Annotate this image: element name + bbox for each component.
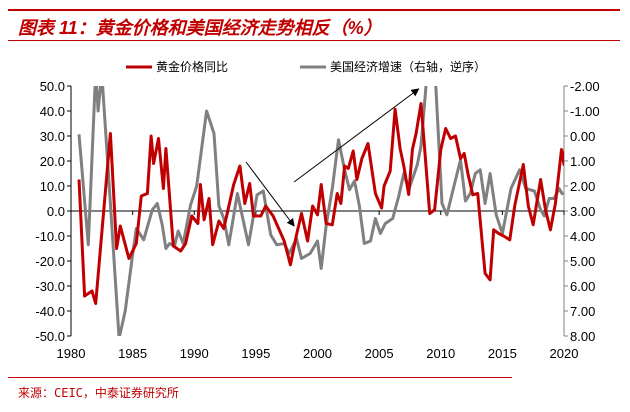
right-axis-tick-label: 1.00 <box>570 154 595 169</box>
x-axis-tick-label: 2020 <box>550 346 579 361</box>
legend-label: 黄金价格同比 <box>156 59 228 74</box>
left-axis-tick-label: 40.0 <box>40 104 65 119</box>
right-axis-tick-label: 0.00 <box>570 129 595 144</box>
right-axis-tick-label: 5.00 <box>570 254 595 269</box>
left-axis-tick-label: -50.0 <box>35 329 65 344</box>
top-rule <box>8 9 620 11</box>
bottom-rule <box>8 377 512 378</box>
right-axis-tick-label: 4.00 <box>570 229 595 244</box>
title-rule <box>8 40 620 41</box>
x-axis-tick-label: 2010 <box>426 346 455 361</box>
trend-arrow <box>245 161 295 227</box>
left-axis-tick-label: -10.0 <box>35 229 65 244</box>
x-axis-tick-label: 1980 <box>57 346 86 361</box>
x-axis-tick-label: 1985 <box>118 346 147 361</box>
right-axis-tick-label: 3.00 <box>570 204 595 219</box>
x-axis-tick-label: 2000 <box>303 346 332 361</box>
x-axis-tick-label: 2015 <box>488 346 517 361</box>
right-axis-tick-label: -2.00 <box>570 79 600 94</box>
left-axis-tick-label: 50.0 <box>40 79 65 94</box>
x-axis-tick-label: 1995 <box>241 346 270 361</box>
source-note: 来源：CEIC，中泰证券研究所 <box>18 386 179 400</box>
left-axis-tick-label: 30.0 <box>40 129 65 144</box>
right-axis-tick-label: 2.00 <box>570 179 595 194</box>
left-axis-tick-label: -40.0 <box>35 304 65 319</box>
left-axis-tick-label: 0.0 <box>47 204 65 219</box>
right-axis-tick-label: -1.00 <box>570 104 600 119</box>
chart-title: 图表 11：黄金价格和美国经济走势相反（%） <box>18 18 382 38</box>
right-axis-tick-label: 8.00 <box>570 329 595 344</box>
right-axis-tick-label: 7.00 <box>570 304 595 319</box>
left-axis-tick-label: -20.0 <box>35 254 65 269</box>
right-axis-tick-label: 6.00 <box>570 279 595 294</box>
gold-price-yoy-line <box>77 102 564 305</box>
plot-area <box>77 86 564 336</box>
left-axis-tick-label: 20.0 <box>40 154 65 169</box>
left-axis-tick-label: 10.0 <box>40 179 65 194</box>
legend-label: 美国经济增速（右轴，逆序） <box>330 59 486 74</box>
trend-arrow <box>293 88 420 183</box>
left-axis-tick-label: -30.0 <box>35 279 65 294</box>
x-axis-tick-label: 2005 <box>365 346 394 361</box>
gdp-growth-line <box>77 86 564 336</box>
x-axis-tick-label: 1990 <box>180 346 209 361</box>
